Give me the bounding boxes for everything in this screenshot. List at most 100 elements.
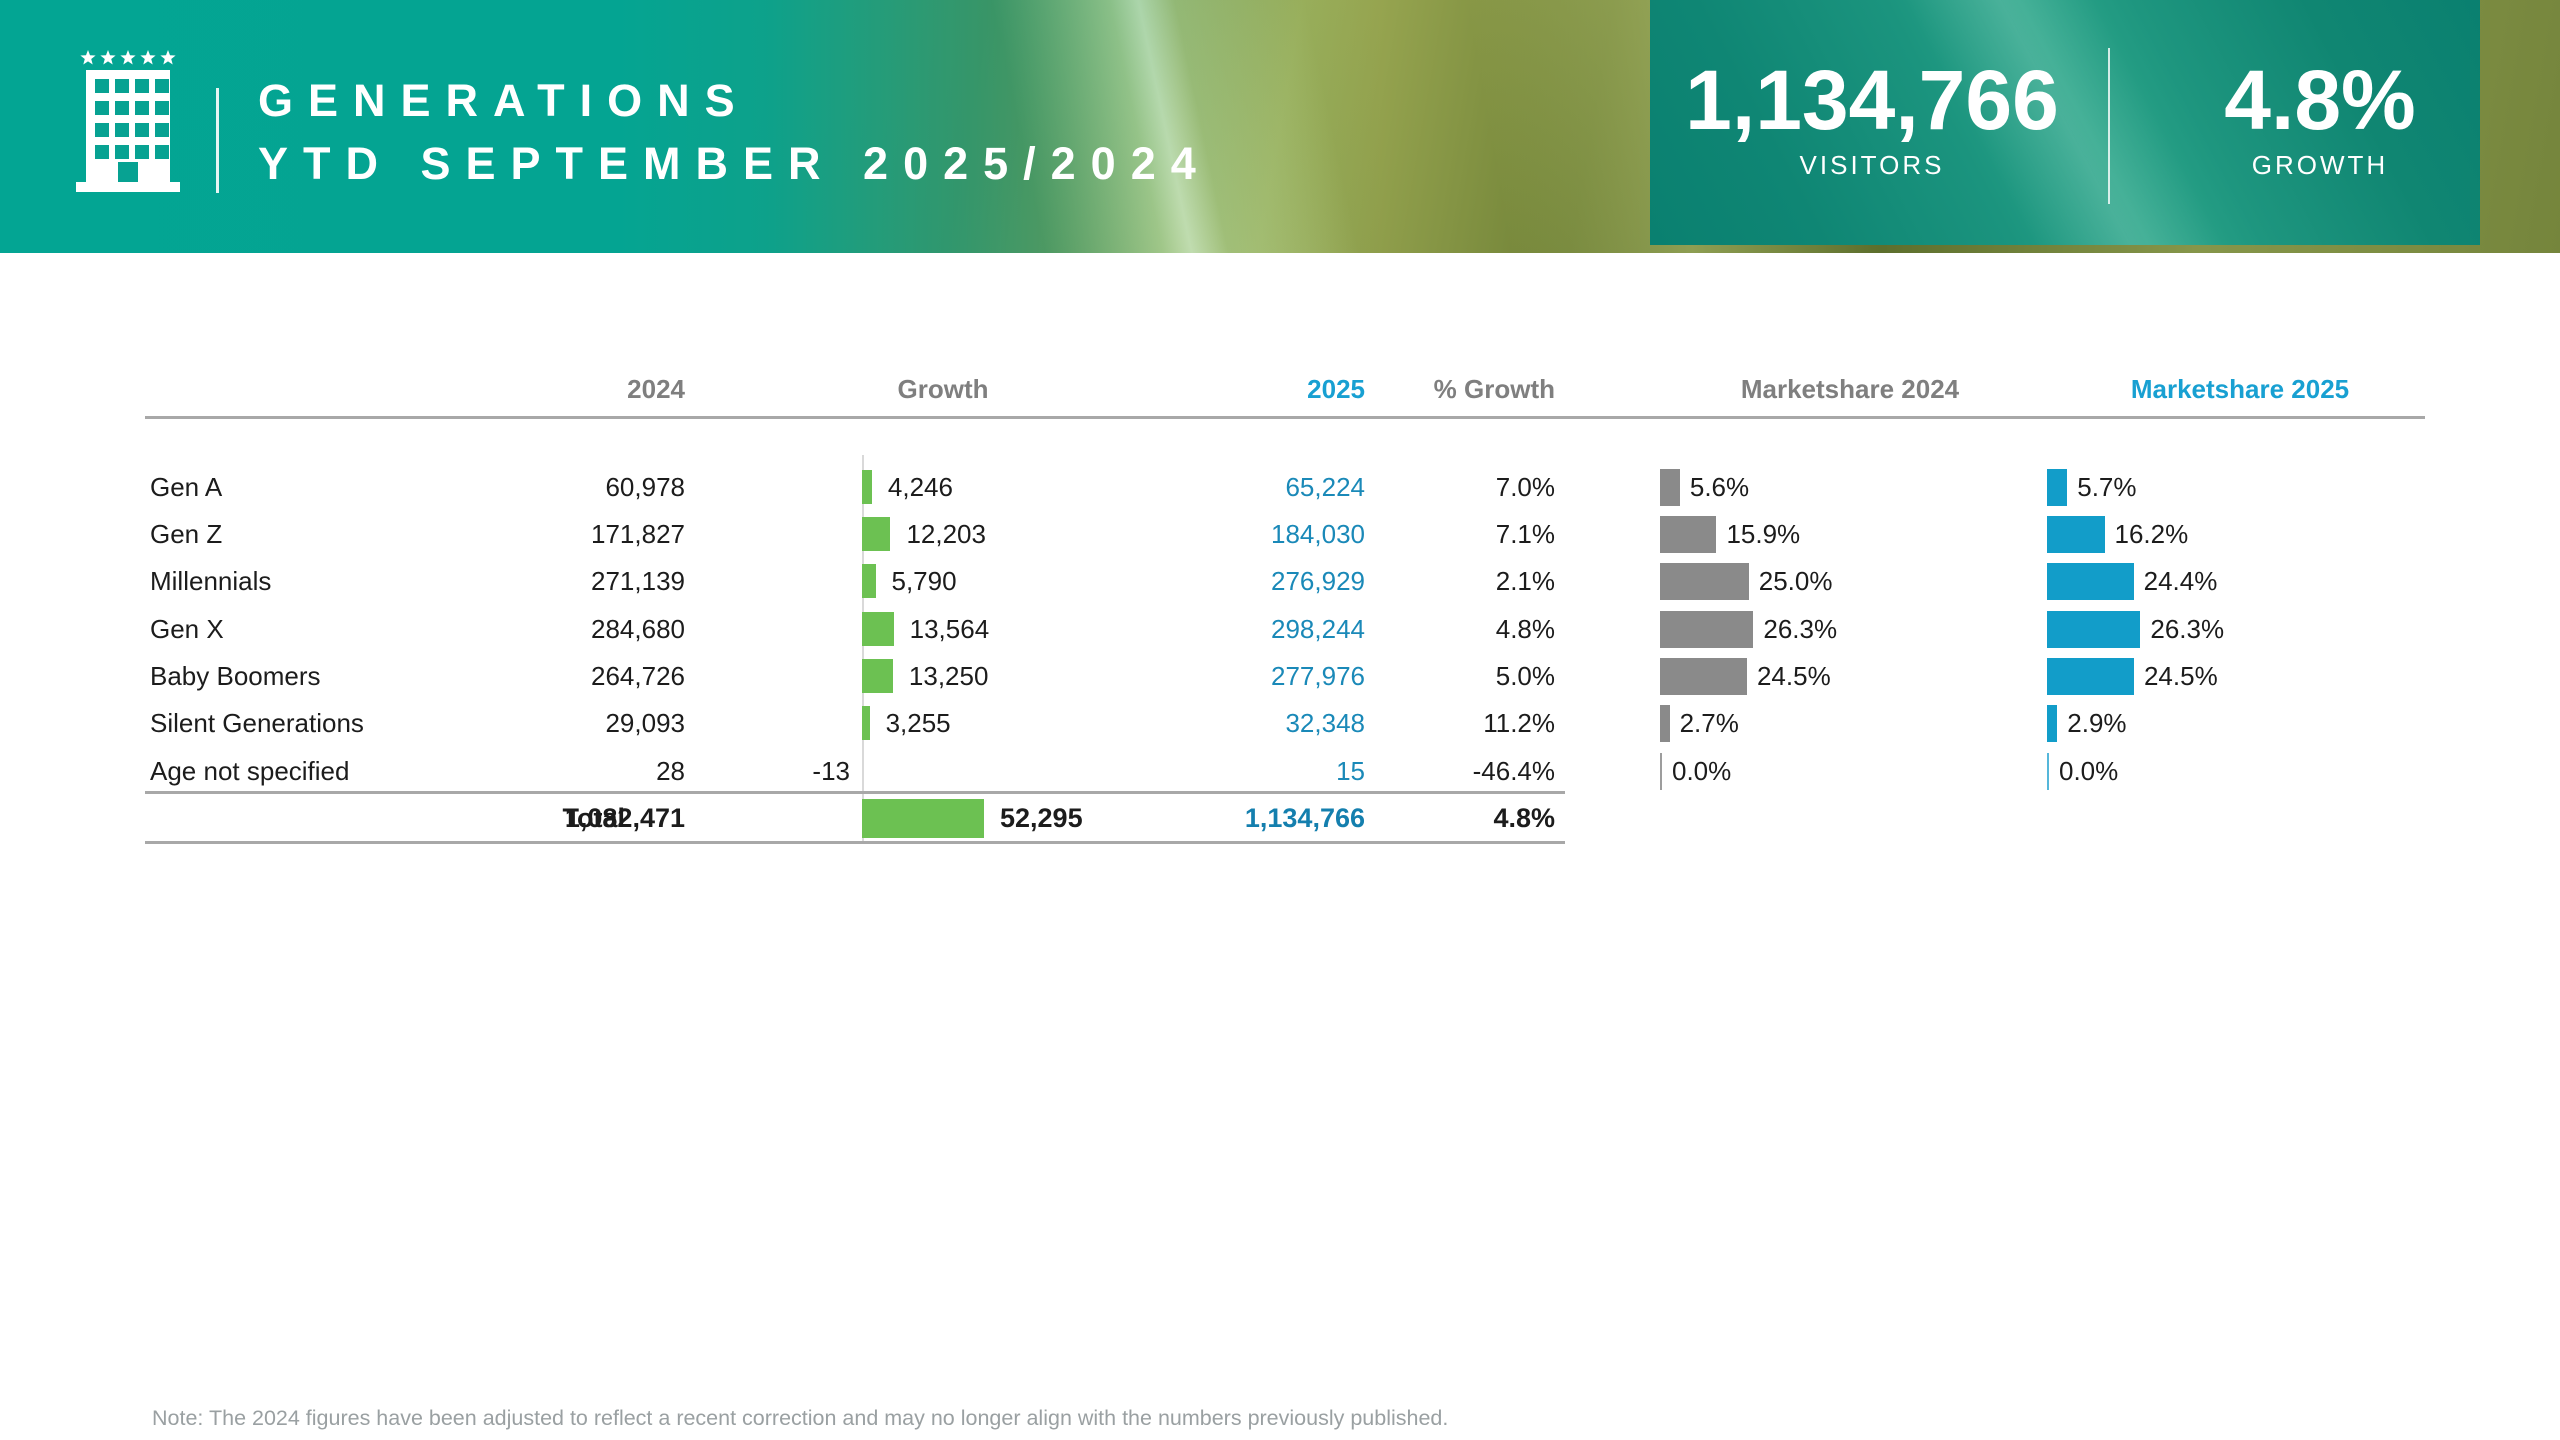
table-row: Millennials 271,139 5,790 276,929 2.1% 2… xyxy=(145,558,2425,605)
column-header-marketshare-2024: Marketshare 2024 xyxy=(1740,374,1960,404)
marketshare-2025-value: 24.5% xyxy=(2143,660,2218,691)
kpi-growth-value: 4.8% xyxy=(2224,53,2416,147)
marketshare-2025-value: 0.0% xyxy=(2059,755,2119,786)
marketshare-2024-value: 5.6% xyxy=(1689,471,1750,502)
cell-2024: 271,139 xyxy=(591,565,685,596)
kpi-panel: 1,134,766 VISITORS 4.8% GROWTH xyxy=(1650,0,2480,245)
table-row: Gen A 60,978 4,246 65,224 7.0% 5.6% 5.7% xyxy=(145,464,2425,511)
hotel-building-icon xyxy=(76,50,180,192)
growth-value: 3,255 xyxy=(885,707,951,738)
growth-bar xyxy=(862,611,894,646)
title-line-2: YTD SEPTEMBER 2025/2024 xyxy=(258,138,1211,189)
growth-axis-line xyxy=(862,455,864,843)
marketshare-2025-bar xyxy=(2047,515,2105,553)
growth-value: 52,295 xyxy=(1000,802,1083,833)
growth-negative-value xyxy=(612,464,850,511)
column-header-marketshare-2025: Marketshare 2025 xyxy=(2130,374,2350,404)
growth-negative-value: -13 xyxy=(812,755,850,786)
total-top-rule xyxy=(145,791,1565,794)
cell-2024: 1,082,471 xyxy=(564,802,685,833)
row-label: Gen X xyxy=(150,613,224,644)
cell-pct-growth: 7.1% xyxy=(1495,518,1555,549)
marketshare-2024-bar xyxy=(1660,610,1754,648)
marketshare-2024-bar xyxy=(1660,704,1670,742)
cell-pct-growth: 5.0% xyxy=(1495,660,1555,691)
cell-2024: 60,978 xyxy=(605,471,685,502)
growth-value: 13,250 xyxy=(908,660,989,691)
five-stars-icon xyxy=(80,50,176,65)
marketshare-2025-bar xyxy=(2047,610,2141,648)
marketshare-2024-bar xyxy=(1660,657,1747,695)
cell-2025: 277,976 xyxy=(1271,660,1365,691)
marketshare-2024-bar xyxy=(1660,468,1680,506)
growth-negative-value xyxy=(612,795,850,842)
table-row: Silent Generations 29,093 3,255 32,348 1… xyxy=(145,700,2425,747)
growth-negative-value xyxy=(612,700,850,747)
growth-value: 4,246 xyxy=(887,471,953,502)
column-header-2025: 2025 xyxy=(1307,374,1365,404)
column-header-2024: 2024 xyxy=(627,374,685,404)
cell-pct-growth: 7.0% xyxy=(1495,471,1555,502)
cell-pct-growth: 4.8% xyxy=(1493,802,1555,833)
kpi-divider xyxy=(2108,48,2110,204)
cell-2025: 32,348 xyxy=(1285,707,1365,738)
row-label: Baby Boomers xyxy=(150,660,321,691)
marketshare-2025-bar xyxy=(2047,704,2058,742)
cell-2025: 15 xyxy=(1336,755,1365,786)
growth-bar xyxy=(862,563,876,598)
cell-2024: 171,827 xyxy=(591,518,685,549)
growth-negative-value xyxy=(612,653,850,700)
cell-pct-growth: 2.1% xyxy=(1495,565,1555,596)
growth-bar xyxy=(862,705,870,740)
growth-negative-value xyxy=(612,606,850,653)
header-rule xyxy=(145,416,2425,419)
marketshare-2024-bar xyxy=(1660,562,1749,600)
marketshare-2025-bar xyxy=(2047,562,2134,600)
cell-2025: 65,224 xyxy=(1285,471,1365,502)
table-row: Age not specified 28 -13 15 -46.4% 0.0% … xyxy=(145,748,2425,795)
header-band: GENERATIONS YTD SEPTEMBER 2025/2024 1,13… xyxy=(0,0,2560,253)
row-label: Gen A xyxy=(150,471,223,502)
table-row: Gen Z 171,827 12,203 184,030 7.1% 15.9% … xyxy=(145,511,2425,558)
cell-2025: 1,134,766 xyxy=(1244,802,1365,833)
row-label: Millennials xyxy=(150,565,272,596)
growth-bar xyxy=(862,516,891,551)
logo-title-divider xyxy=(216,88,219,193)
row-label: Age not specified xyxy=(150,755,350,786)
cell-2024: 264,726 xyxy=(591,660,685,691)
kpi-visitors-label: VISITORS xyxy=(1799,150,1945,180)
marketshare-2024-value: 24.5% xyxy=(1756,660,1831,691)
kpi-growth-label: GROWTH xyxy=(2251,150,2389,180)
marketshare-2024-value: 2.7% xyxy=(1679,707,1739,738)
marketshare-2024-bar xyxy=(1660,752,1662,790)
table-row: Baby Boomers 264,726 13,250 277,976 5.0%… xyxy=(145,653,2425,700)
growth-value: 12,203 xyxy=(906,518,986,549)
cell-2025: 184,030 xyxy=(1271,518,1365,549)
growth-value: 5,790 xyxy=(891,565,957,596)
growth-negative-value xyxy=(612,511,850,558)
growth-bar xyxy=(862,469,872,504)
marketshare-2025-value: 26.3% xyxy=(2150,613,2225,644)
marketshare-2025-value: 16.2% xyxy=(2114,518,2189,549)
marketshare-2024-value: 0.0% xyxy=(1672,755,1732,786)
cell-2024: 29,093 xyxy=(605,707,685,738)
cell-2025: 276,929 xyxy=(1271,565,1365,596)
growth-bar xyxy=(862,658,893,693)
kpi-visitors-value: 1,134,766 xyxy=(1685,53,2059,147)
row-label: Total xyxy=(562,802,626,833)
cell-2024: 28 xyxy=(656,755,685,786)
marketshare-2025-bar xyxy=(2047,468,2068,506)
page-title: GENERATIONS YTD SEPTEMBER 2025/2024 xyxy=(258,78,1211,187)
marketshare-2025-bar xyxy=(2047,657,2134,695)
row-label: Gen Z xyxy=(150,518,223,549)
cell-2025: 298,244 xyxy=(1271,613,1365,644)
kpi-growth: 4.8% GROWTH xyxy=(2130,52,2510,181)
footnote: Note: The 2024 figures have been adjuste… xyxy=(152,1406,1449,1430)
marketshare-2024-value: 25.0% xyxy=(1758,565,1833,596)
table-row: Gen X 284,680 13,564 298,244 4.8% 26.3% … xyxy=(145,606,2425,653)
hotel-logo xyxy=(76,50,180,192)
generations-table: 2024 Growth 2025 % Growth Marketshare 20… xyxy=(145,0,2425,900)
marketshare-2024-bar xyxy=(1660,515,1717,553)
marketshare-2025-value: 5.7% xyxy=(2077,471,2137,502)
